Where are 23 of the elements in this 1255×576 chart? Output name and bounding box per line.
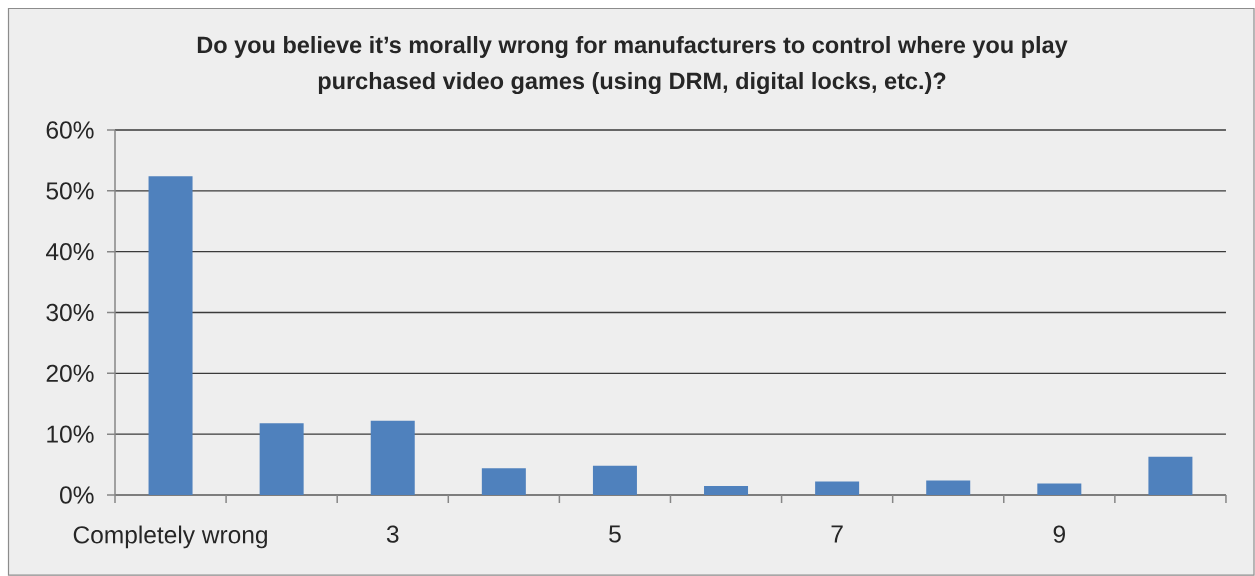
- x-tick-label: 5: [609, 525, 621, 543]
- bar: [1148, 456, 1193, 495]
- y-tick-label: 30%: [46, 303, 94, 322]
- x-tick-label: 3: [386, 525, 399, 543]
- y-tick-label: 10%: [47, 425, 94, 443]
- bar: [148, 176, 193, 495]
- y-tick-label: 60%: [46, 121, 94, 139]
- x-tick-label: 9: [1053, 525, 1065, 543]
- bar: [370, 420, 415, 495]
- y-tick-label: 20%: [46, 364, 94, 382]
- y-tick-label: 50%: [46, 182, 94, 200]
- bar: [481, 468, 526, 495]
- chart-title: Do you believe it’s morally wrong for manufacturers to control where you play purchased video games (using DRM, digital locks, etc.)?: [197, 35, 1068, 94]
- bar: [815, 481, 860, 495]
- bar: [704, 485, 749, 495]
- x-tick-label: 7: [831, 525, 843, 543]
- bar: [926, 480, 971, 495]
- y-tick-label: 40%: [46, 242, 94, 261]
- bar: [259, 423, 304, 495]
- y-tick-label: 0%: [60, 486, 94, 504]
- bar: [592, 465, 637, 495]
- x-tick-label: Completely wrong: [73, 525, 267, 549]
- bar: [1037, 483, 1082, 495]
